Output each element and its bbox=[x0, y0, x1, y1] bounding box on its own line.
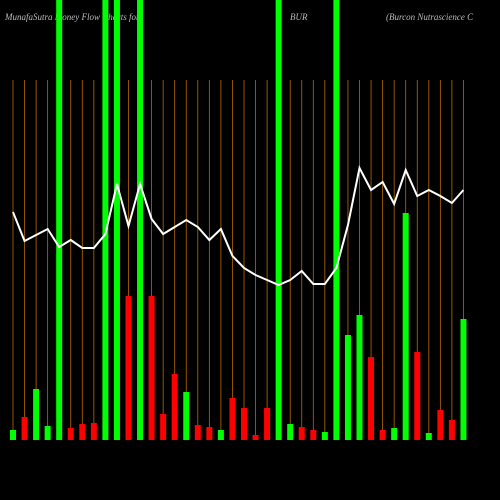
bar bbox=[425, 433, 432, 440]
bar bbox=[160, 414, 167, 440]
bar bbox=[148, 296, 155, 440]
bar bbox=[275, 0, 282, 440]
bar bbox=[56, 0, 63, 440]
chart-title: MunafaSutra Money Flow Charts for bbox=[4, 12, 140, 22]
bar bbox=[321, 432, 328, 440]
bar bbox=[460, 319, 467, 440]
bar bbox=[206, 427, 213, 440]
bar bbox=[102, 0, 109, 440]
bar bbox=[194, 425, 201, 440]
bar bbox=[379, 430, 386, 440]
bar bbox=[344, 335, 351, 440]
bar bbox=[229, 398, 236, 440]
bar bbox=[90, 423, 97, 440]
bar bbox=[448, 420, 455, 440]
bar bbox=[356, 315, 363, 440]
bar bbox=[217, 430, 224, 440]
bar bbox=[391, 428, 398, 440]
bar bbox=[402, 213, 409, 440]
bar bbox=[183, 392, 190, 440]
bar bbox=[33, 389, 40, 440]
price-line bbox=[12, 165, 465, 287]
bar bbox=[137, 0, 144, 440]
bar bbox=[113, 0, 120, 440]
chart-subtitle: (Burcon Nutrascience C bbox=[386, 12, 474, 22]
bar bbox=[79, 424, 86, 440]
bar bbox=[310, 430, 317, 440]
bar bbox=[67, 428, 74, 440]
bar bbox=[264, 408, 271, 440]
chart-symbol: BUR bbox=[290, 12, 308, 22]
bar bbox=[125, 296, 132, 440]
bar bbox=[437, 410, 444, 440]
bar bbox=[21, 417, 28, 440]
bar bbox=[368, 357, 375, 440]
bar bbox=[298, 427, 305, 440]
bar bbox=[414, 352, 421, 440]
bar bbox=[252, 435, 259, 440]
bar bbox=[171, 374, 178, 440]
bar bbox=[44, 426, 51, 440]
bar bbox=[241, 408, 247, 440]
bar bbox=[333, 0, 340, 440]
bar bbox=[10, 430, 16, 440]
bar bbox=[287, 424, 294, 440]
